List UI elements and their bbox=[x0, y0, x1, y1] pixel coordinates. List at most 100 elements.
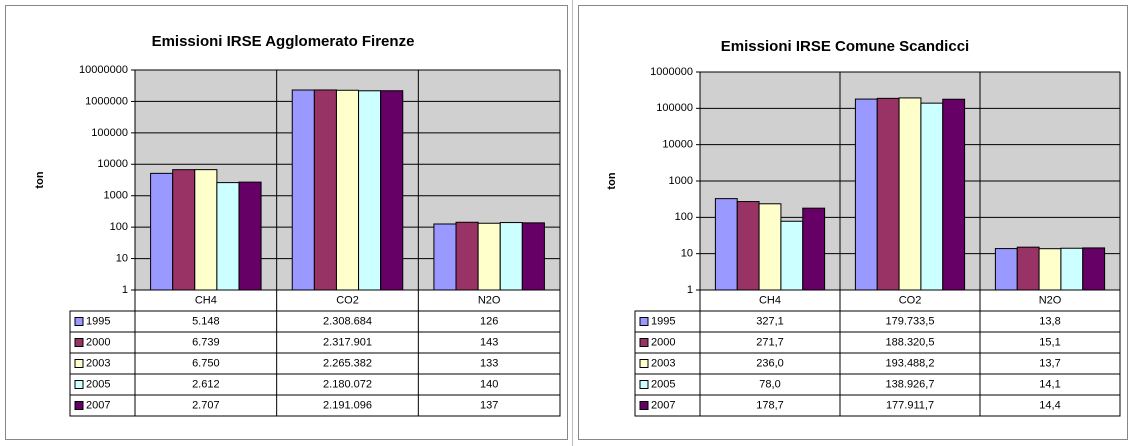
legend-label: 2005 bbox=[651, 378, 675, 390]
value-label: 14,1 bbox=[1039, 378, 1060, 390]
value-label: 327,1 bbox=[756, 315, 784, 327]
legend-label: 2003 bbox=[651, 357, 675, 369]
legend-swatch bbox=[639, 338, 649, 347]
bar bbox=[477, 222, 501, 291]
bar bbox=[433, 223, 457, 291]
bar bbox=[335, 89, 360, 291]
y-tick-label: 1000 bbox=[104, 190, 128, 202]
value-label: 2.308.684 bbox=[323, 315, 372, 327]
y-tick-label: 10000 bbox=[97, 158, 128, 170]
value-label: 2.180.072 bbox=[323, 378, 372, 390]
y-axis-label: ton bbox=[606, 172, 618, 189]
bar bbox=[1038, 248, 1062, 291]
value-label: 2.612 bbox=[192, 378, 220, 390]
bar bbox=[313, 89, 337, 291]
bar bbox=[194, 169, 218, 291]
bar bbox=[1060, 247, 1084, 291]
bar bbox=[802, 207, 826, 291]
legend-swatch bbox=[74, 401, 84, 410]
bar bbox=[521, 222, 545, 291]
y-tick-label: 100000 bbox=[656, 102, 693, 114]
value-label: 15,1 bbox=[1039, 336, 1060, 348]
bar bbox=[455, 221, 479, 291]
x-tick-label: CO2 bbox=[336, 294, 359, 306]
value-label: 2.707 bbox=[192, 399, 220, 411]
legend-swatch bbox=[74, 317, 84, 326]
legend-swatch bbox=[639, 401, 649, 410]
value-label: 133 bbox=[480, 357, 498, 369]
value-label: 193.488,2 bbox=[886, 357, 935, 369]
value-label: 126 bbox=[480, 315, 498, 327]
legend-swatch bbox=[74, 380, 84, 389]
table bbox=[634, 310, 1121, 417]
right-panel bbox=[578, 5, 1128, 440]
y-axis-label: ton bbox=[34, 171, 46, 188]
y-tick-label: 1000000 bbox=[650, 66, 693, 78]
bar bbox=[898, 97, 922, 291]
legend-label: 2000 bbox=[651, 336, 675, 348]
left-panel bbox=[5, 5, 568, 440]
legend-swatch bbox=[639, 359, 649, 368]
value-label: 140 bbox=[480, 378, 498, 390]
value-label: 2.191.096 bbox=[323, 399, 372, 411]
value-label: 13,8 bbox=[1039, 315, 1060, 327]
legend-swatch bbox=[74, 338, 84, 347]
value-label: 143 bbox=[480, 336, 498, 348]
bar bbox=[994, 248, 1018, 291]
legend-label: 2007 bbox=[86, 399, 110, 411]
bar bbox=[499, 222, 523, 291]
y-tick-label: 10000000 bbox=[79, 64, 128, 76]
legend-label: 2007 bbox=[651, 399, 675, 411]
value-label: 179.733,5 bbox=[886, 315, 935, 327]
legend-label: 2000 bbox=[86, 336, 110, 348]
chart-title: Emissioni IRSE Agglomerato Firenze bbox=[152, 33, 415, 50]
bar bbox=[380, 90, 404, 291]
x-tick-label: CO2 bbox=[899, 294, 922, 306]
y-tick-label: 1 bbox=[122, 284, 128, 296]
bar bbox=[714, 198, 738, 291]
bar bbox=[291, 89, 315, 291]
bar bbox=[876, 97, 900, 291]
y-tick-label: 100 bbox=[675, 211, 693, 223]
bar bbox=[172, 169, 196, 291]
value-label: 6.750 bbox=[192, 357, 220, 369]
value-label: 236,0 bbox=[756, 357, 784, 369]
legend-label: 1995 bbox=[86, 315, 110, 327]
y-tick-label: 1 bbox=[687, 284, 693, 296]
x-tick-label: N2O bbox=[1039, 294, 1062, 306]
legend-label: 2003 bbox=[86, 357, 110, 369]
chart-title: Emissioni IRSE Comune Scandicci bbox=[721, 38, 969, 55]
value-label: 188.320,5 bbox=[886, 336, 935, 348]
legend-swatch bbox=[639, 380, 649, 389]
x-tick-label: CH4 bbox=[195, 294, 217, 306]
value-label: 78,0 bbox=[759, 378, 780, 390]
x-tick-label: N2O bbox=[478, 294, 501, 306]
y-tick-label: 1000 bbox=[669, 175, 693, 187]
y-tick-label: 1000000 bbox=[85, 95, 128, 107]
bar bbox=[736, 201, 760, 291]
value-label: 138.926,7 bbox=[886, 378, 935, 390]
bar bbox=[854, 98, 878, 291]
value-label: 178,7 bbox=[756, 399, 784, 411]
bar bbox=[358, 90, 382, 291]
bar bbox=[920, 102, 944, 291]
bar bbox=[1016, 246, 1040, 291]
value-label: 137 bbox=[480, 399, 498, 411]
y-tick-label: 100 bbox=[110, 221, 128, 233]
value-label: 14,4 bbox=[1039, 399, 1060, 411]
value-label: 5.148 bbox=[192, 315, 220, 327]
bar bbox=[780, 220, 804, 291]
legend-label: 2005 bbox=[86, 378, 110, 390]
bar bbox=[758, 203, 782, 291]
legend-swatch bbox=[639, 317, 649, 326]
legend-swatch bbox=[74, 359, 84, 368]
value-label: 2.265.382 bbox=[323, 357, 372, 369]
bar bbox=[1082, 247, 1106, 291]
value-label: 271,7 bbox=[756, 336, 784, 348]
bar bbox=[150, 172, 174, 291]
y-tick-label: 10 bbox=[116, 252, 128, 264]
value-label: 177.911,7 bbox=[886, 399, 934, 411]
value-label: 2.317.901 bbox=[323, 336, 372, 348]
value-label: 6.739 bbox=[192, 336, 220, 348]
